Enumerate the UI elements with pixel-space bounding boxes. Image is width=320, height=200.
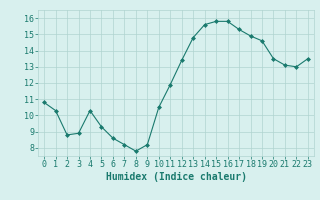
X-axis label: Humidex (Indice chaleur): Humidex (Indice chaleur) (106, 172, 246, 182)
